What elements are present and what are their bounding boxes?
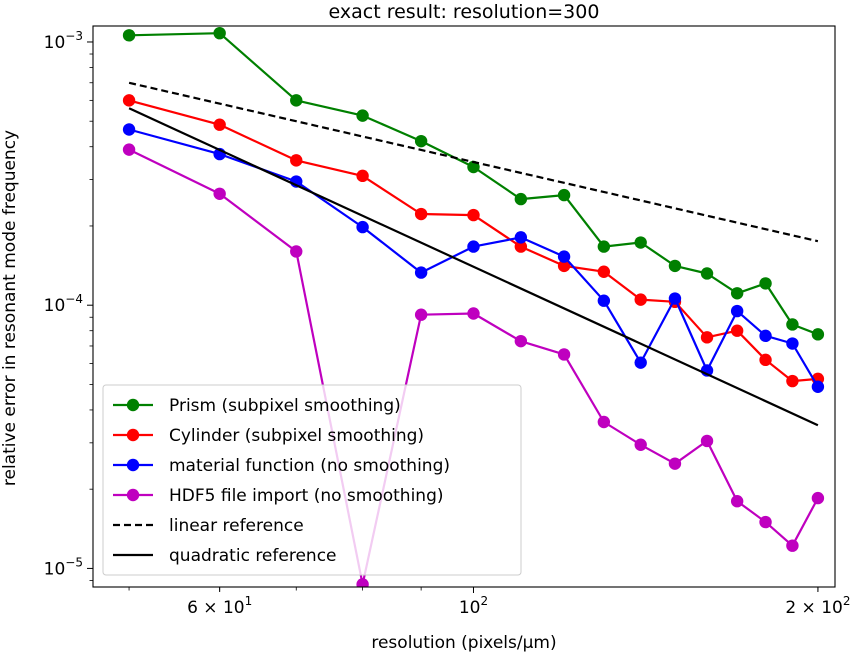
- data-point-3-14: [786, 539, 799, 552]
- data-point-3-3: [356, 578, 369, 587]
- data-point-2-6: [514, 231, 528, 244]
- data-point-1-5: [467, 208, 480, 222]
- data-point-3-0: [122, 143, 136, 156]
- data-point-2-8: [597, 294, 611, 307]
- data-point-0-0: [122, 29, 136, 42]
- data-point-0-10: [668, 259, 682, 273]
- x-axis-label: resolution (pixels/μm): [371, 633, 556, 653]
- data-point-0-3: [356, 109, 369, 122]
- x-tick-label-2: 2 × 102: [785, 594, 850, 618]
- data-point-1-4: [414, 207, 428, 221]
- legend-label-5: quadratic reference: [169, 546, 337, 566]
- legend-swatch-marker-0: [126, 398, 140, 412]
- data-point-1-11: [700, 331, 714, 344]
- data-point-1-8: [597, 265, 611, 278]
- legend-label-1: Cylinder (subpixel smoothing): [169, 426, 424, 446]
- data-point-1-13: [759, 353, 772, 367]
- plot-area: [122, 26, 825, 587]
- legend: Prism (subpixel smoothing) Cylinder (subp…: [102, 384, 522, 576]
- data-point-2-7: [557, 250, 571, 263]
- series-line-1: [128, 99, 818, 383]
- data-point-2-12: [730, 304, 744, 318]
- data-point-0-14: [786, 318, 799, 331]
- x-tick-label-0: 6 × 101: [187, 594, 252, 618]
- legend-box: [102, 384, 522, 576]
- y-tick-label-2: 10−5: [44, 555, 83, 579]
- data-point-0-6: [514, 192, 528, 206]
- data-point-1-1: [213, 118, 226, 131]
- data-point-3-9: [634, 438, 647, 451]
- series-line-0: [129, 32, 819, 336]
- data-point-3-5: [467, 307, 480, 320]
- x-tick-label-1: 102: [459, 594, 488, 618]
- data-point-3-1: [213, 187, 226, 200]
- data-point-3-6: [514, 334, 528, 348]
- axes: 6 × 101 102 2 × 102 10−3 10−4 10−5: [44, 25, 850, 618]
- data-point-0-15: [811, 328, 825, 341]
- data-point-2-4: [414, 266, 428, 279]
- data-point-3-12: [730, 495, 744, 508]
- legend-label-2: material function (no smoothing): [169, 456, 450, 476]
- data-point-1-12: [730, 324, 744, 337]
- data-point-0-2: [290, 94, 303, 107]
- data-point-3-8: [597, 415, 611, 429]
- legend-swatch-marker-3: [126, 488, 140, 502]
- data-point-1-14: [786, 374, 799, 388]
- data-point-2-3: [356, 220, 369, 234]
- data-point-3-11: [700, 434, 714, 448]
- data-point-0-13: [759, 277, 772, 290]
- data-point-0-11: [700, 267, 714, 280]
- legend-swatch-marker-1: [126, 428, 140, 442]
- data-point-2-0: [122, 123, 136, 136]
- data-point-2-13: [759, 329, 772, 343]
- data-point-0-1: [213, 26, 226, 40]
- legend-swatch-marker-2: [126, 458, 140, 472]
- data-point-2-10: [668, 292, 682, 305]
- data-point-0-5: [467, 160, 480, 174]
- data-point-3-4: [414, 308, 428, 321]
- data-point-1-6: [514, 240, 528, 253]
- y-axis-label: relative error in resonant mode frequenc…: [0, 130, 20, 486]
- plot-series-group: [122, 26, 825, 587]
- data-point-2-5: [467, 240, 480, 253]
- legend-label-0: Prism (subpixel smoothing): [169, 396, 401, 416]
- data-point-1-2: [290, 154, 303, 167]
- data-point-1-7: [557, 259, 571, 273]
- data-point-3-7: [557, 348, 571, 361]
- data-point-1-3: [356, 169, 369, 183]
- legend-label-4: linear reference: [169, 516, 304, 536]
- data-point-3-13: [759, 515, 772, 529]
- series-line-2: [128, 128, 819, 388]
- legend-label-3: HDF5 file import (no smoothing): [169, 486, 444, 506]
- data-point-0-12: [730, 287, 744, 300]
- data-point-0-9: [634, 236, 647, 249]
- chart-title: exact result: resolution=300: [329, 1, 600, 23]
- data-point-0-4: [414, 134, 428, 148]
- data-point-2-14: [786, 337, 799, 350]
- data-point-1-9: [634, 293, 647, 306]
- data-point-3-2: [290, 245, 303, 258]
- data-point-0-7: [557, 188, 571, 202]
- data-point-0-8: [597, 240, 611, 253]
- data-point-3-15: [811, 491, 825, 505]
- y-tick-label-1: 10−4: [44, 292, 83, 316]
- y-tick-label-0: 10−3: [44, 29, 83, 53]
- data-point-3-10: [668, 457, 682, 470]
- axes-frame: [92, 25, 836, 588]
- series-line-5: [128, 107, 819, 427]
- series-line-4: [128, 81, 819, 243]
- data-point-2-9: [634, 356, 647, 369]
- data-point-1-0: [122, 94, 136, 107]
- data-point-2-15: [811, 380, 825, 393]
